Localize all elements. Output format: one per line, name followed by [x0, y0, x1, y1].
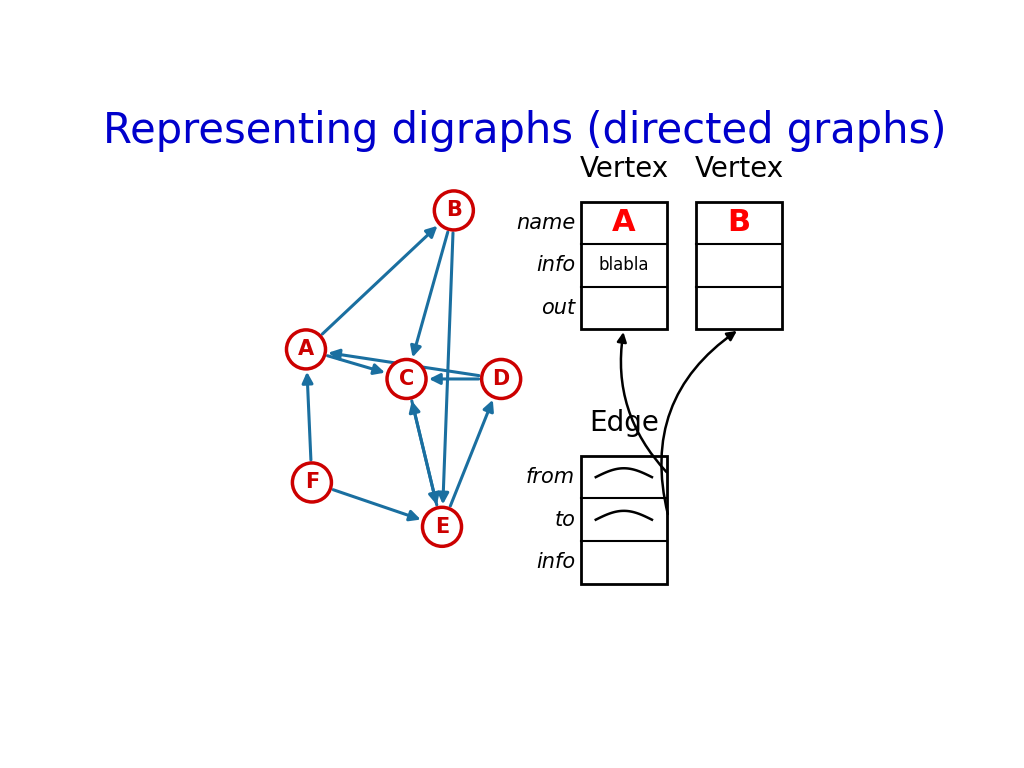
Text: blabla: blabla [599, 257, 649, 274]
Text: E: E [435, 517, 450, 537]
Text: A: A [612, 208, 636, 237]
Text: A: A [298, 339, 314, 359]
Text: Vertex: Vertex [694, 155, 783, 183]
Circle shape [434, 191, 473, 230]
Circle shape [287, 330, 326, 369]
FancyArrowPatch shape [662, 333, 734, 514]
Text: D: D [493, 369, 510, 389]
Circle shape [293, 463, 332, 502]
FancyArrowPatch shape [617, 335, 667, 472]
Text: Representing digraphs (directed graphs): Representing digraphs (directed graphs) [103, 110, 946, 151]
Text: out: out [541, 298, 575, 318]
Text: B: B [728, 208, 751, 237]
Text: from: from [526, 467, 575, 487]
Text: info: info [536, 256, 575, 276]
Text: info: info [536, 552, 575, 572]
Text: B: B [445, 200, 462, 220]
Text: Edge: Edge [589, 409, 658, 437]
Text: F: F [305, 472, 319, 492]
Circle shape [423, 508, 462, 546]
Circle shape [387, 359, 426, 399]
Bar [696, 201, 782, 329]
Circle shape [481, 359, 520, 399]
Text: name: name [516, 213, 575, 233]
Bar [581, 456, 667, 584]
Text: Vertex: Vertex [580, 155, 669, 183]
Bar [581, 201, 667, 329]
Text: C: C [399, 369, 414, 389]
Text: to: to [554, 510, 575, 530]
